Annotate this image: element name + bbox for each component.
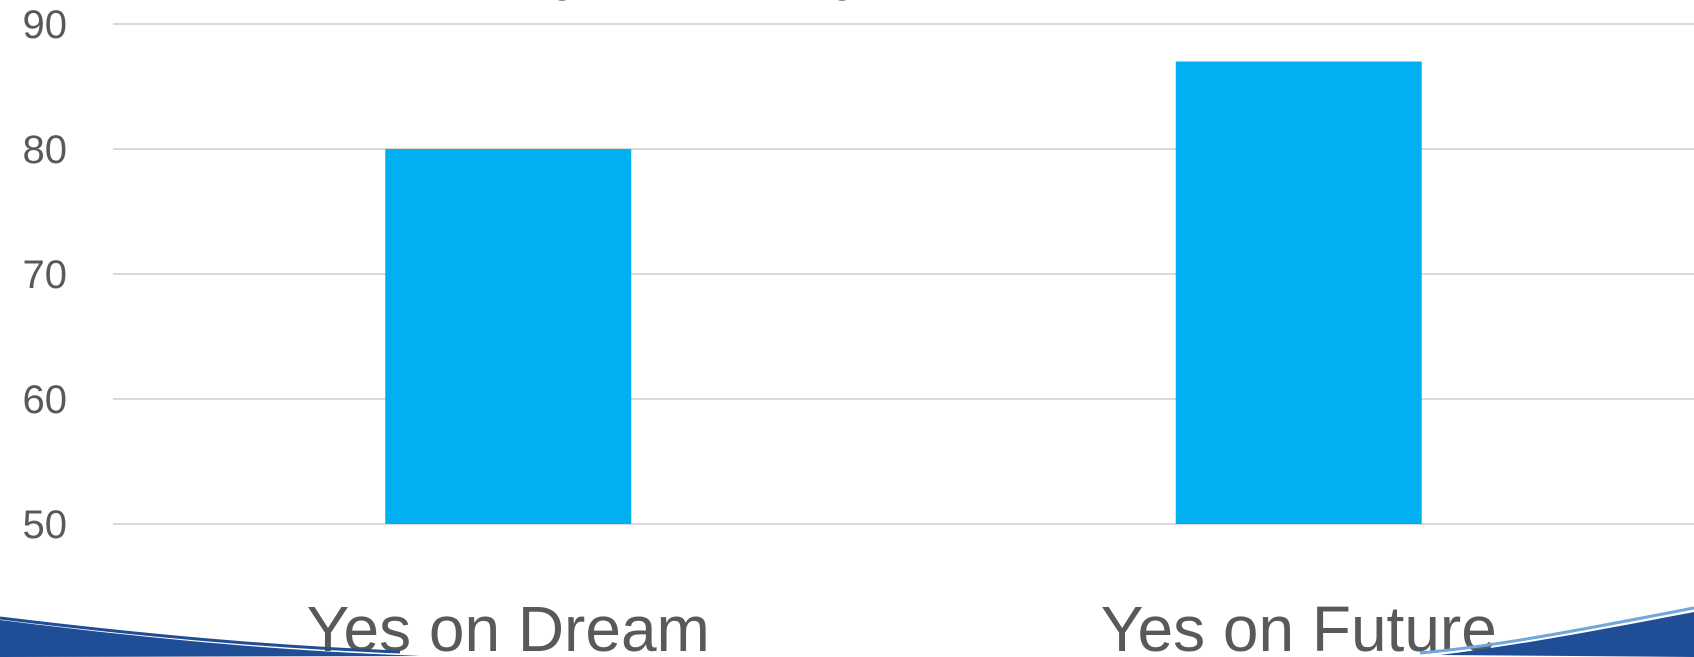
chart-title-fragment: y y bbox=[557, 0, 876, 1]
y-tick-label: 70 bbox=[23, 253, 68, 297]
y-tick-label: 60 bbox=[23, 378, 68, 422]
bar-yes-on-dream bbox=[385, 149, 632, 524]
y-tick-label: 90 bbox=[23, 3, 68, 47]
x-category-label: Yes on Future bbox=[1101, 593, 1497, 657]
svg-text:y: y bbox=[557, 0, 596, 1]
y-axis-ticks: 50 60 70 80 90 bbox=[23, 3, 68, 547]
bar-yes-on-future bbox=[1175, 61, 1422, 524]
x-category-label: Yes on Dream bbox=[307, 593, 710, 657]
y-tick-label: 50 bbox=[23, 503, 68, 547]
decorative-swoosh bbox=[0, 606, 1694, 657]
x-axis-categories: Yes on Dream Yes on Future bbox=[307, 593, 1497, 657]
svg-text:y: y bbox=[837, 0, 876, 1]
bars bbox=[385, 61, 1422, 524]
gridlines bbox=[113, 23, 1694, 525]
y-tick-label: 80 bbox=[23, 128, 68, 172]
